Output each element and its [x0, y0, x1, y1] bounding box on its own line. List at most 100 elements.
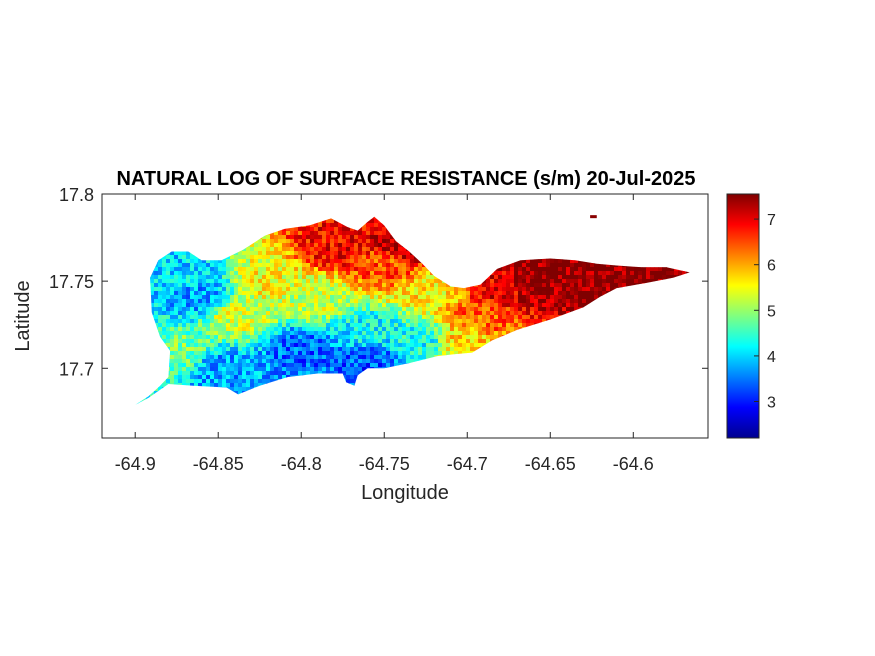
heatmap-cell	[638, 315, 643, 320]
heatmap-cell	[398, 267, 403, 272]
heatmap-cell	[206, 327, 211, 332]
heatmap-cell	[438, 339, 443, 344]
heatmap-cell	[126, 307, 130, 311]
heatmap-cell	[258, 331, 263, 336]
heatmap-cell	[510, 271, 515, 276]
heatmap-cell	[238, 247, 243, 252]
heatmap-cell	[566, 267, 571, 272]
heatmap-cell	[306, 291, 311, 296]
heatmap-cell	[534, 227, 539, 232]
heatmap-cell	[630, 231, 635, 236]
chart-title: NATURAL LOG OF SURFACE RESISTANCE (s/m) …	[117, 168, 696, 190]
heatmap-cell	[294, 331, 299, 336]
heatmap-cell	[154, 211, 158, 215]
heatmap-cell	[586, 275, 591, 280]
heatmap-cell	[154, 287, 159, 292]
heatmap-cell	[202, 343, 207, 348]
heatmap-cell	[510, 263, 515, 268]
heatmap-cell	[310, 343, 315, 348]
heatmap-cell	[554, 271, 559, 276]
heatmap-cell	[442, 251, 447, 256]
heatmap-cell	[550, 323, 555, 328]
heatmap-cell	[346, 335, 351, 340]
heatmap-cell	[502, 291, 507, 296]
heatmap-cell	[282, 279, 287, 284]
heatmap-cell	[334, 299, 339, 304]
heatmap-cell	[218, 275, 223, 280]
heatmap-cell	[470, 295, 475, 300]
heatmap-cell	[334, 311, 339, 316]
heatmap-cell	[226, 307, 231, 312]
heatmap-cell	[542, 267, 547, 272]
heatmap-cell	[202, 323, 207, 328]
heatmap-cell	[594, 307, 599, 312]
heatmap-cell	[638, 271, 643, 276]
heatmap-cell	[318, 347, 323, 352]
heatmap-cell	[174, 275, 179, 280]
heatmap-cell	[610, 239, 615, 244]
heatmap-cell	[410, 291, 415, 296]
heatmap-cell	[506, 311, 511, 316]
heatmap-cell	[174, 259, 179, 264]
heatmap-cell	[186, 339, 191, 344]
heatmap-cell	[270, 227, 275, 232]
heatmap-cell	[502, 247, 507, 252]
heatmap-cell	[694, 235, 698, 239]
heatmap-cell	[646, 243, 651, 248]
heatmap-cell	[166, 295, 171, 300]
heatmap-cell	[342, 291, 347, 296]
heatmap-cell	[670, 319, 675, 324]
heatmap-cell	[574, 243, 579, 248]
heatmap-cell	[426, 335, 431, 340]
heatmap-cell	[406, 227, 411, 232]
heatmap-cell	[214, 315, 219, 320]
heatmap-cell	[462, 247, 467, 252]
heatmap-cell	[274, 339, 279, 344]
heatmap-cell	[446, 299, 451, 304]
heatmap-cell	[570, 247, 575, 252]
heatmap-cell	[510, 255, 515, 260]
heatmap-cell	[346, 343, 351, 348]
heatmap-cell	[354, 235, 359, 240]
heatmap-cell	[434, 216, 439, 220]
heatmap-cell	[434, 223, 439, 228]
heatmap-cell	[666, 227, 671, 232]
heatmap-cell	[462, 231, 467, 236]
heatmap-cell	[378, 247, 383, 252]
heatmap-cell	[550, 259, 555, 264]
heatmap-cell	[342, 311, 347, 316]
heatmap-cell	[466, 231, 471, 236]
heatmap-cell	[602, 275, 607, 280]
heatmap-cell	[646, 259, 651, 264]
heatmap-cell	[454, 251, 459, 256]
heatmap-cell	[362, 271, 367, 276]
heatmap-cell	[150, 283, 155, 288]
heatmap-cell	[646, 287, 651, 292]
heatmap-cell	[458, 315, 463, 320]
heatmap-cell	[422, 299, 427, 304]
heatmap-cell	[178, 259, 183, 264]
heatmap-cell	[686, 271, 690, 276]
heatmap-cell	[294, 259, 299, 264]
heatmap-cell	[626, 263, 631, 268]
heatmap-cell	[518, 223, 523, 228]
heatmap-cell	[602, 291, 607, 296]
heatmap-cell	[670, 223, 675, 228]
heatmap-cell	[430, 295, 435, 300]
heatmap-cell	[234, 239, 239, 244]
heatmap-cell	[182, 319, 187, 324]
heatmap-cell	[350, 227, 355, 232]
heatmap-cell	[354, 303, 359, 308]
heatmap-cell	[198, 295, 203, 300]
heatmap-cell	[294, 271, 299, 276]
heatmap-cell	[166, 211, 170, 215]
heatmap-cell	[178, 255, 183, 260]
heatmap-cell	[578, 259, 583, 264]
heatmap-cell	[482, 323, 487, 328]
heatmap-cell	[410, 231, 415, 236]
heatmap-cell	[658, 343, 663, 348]
heatmap-cell	[342, 319, 347, 324]
heatmap-cell	[214, 259, 219, 264]
heatmap-cell	[254, 275, 259, 280]
heatmap-cell	[186, 331, 191, 336]
